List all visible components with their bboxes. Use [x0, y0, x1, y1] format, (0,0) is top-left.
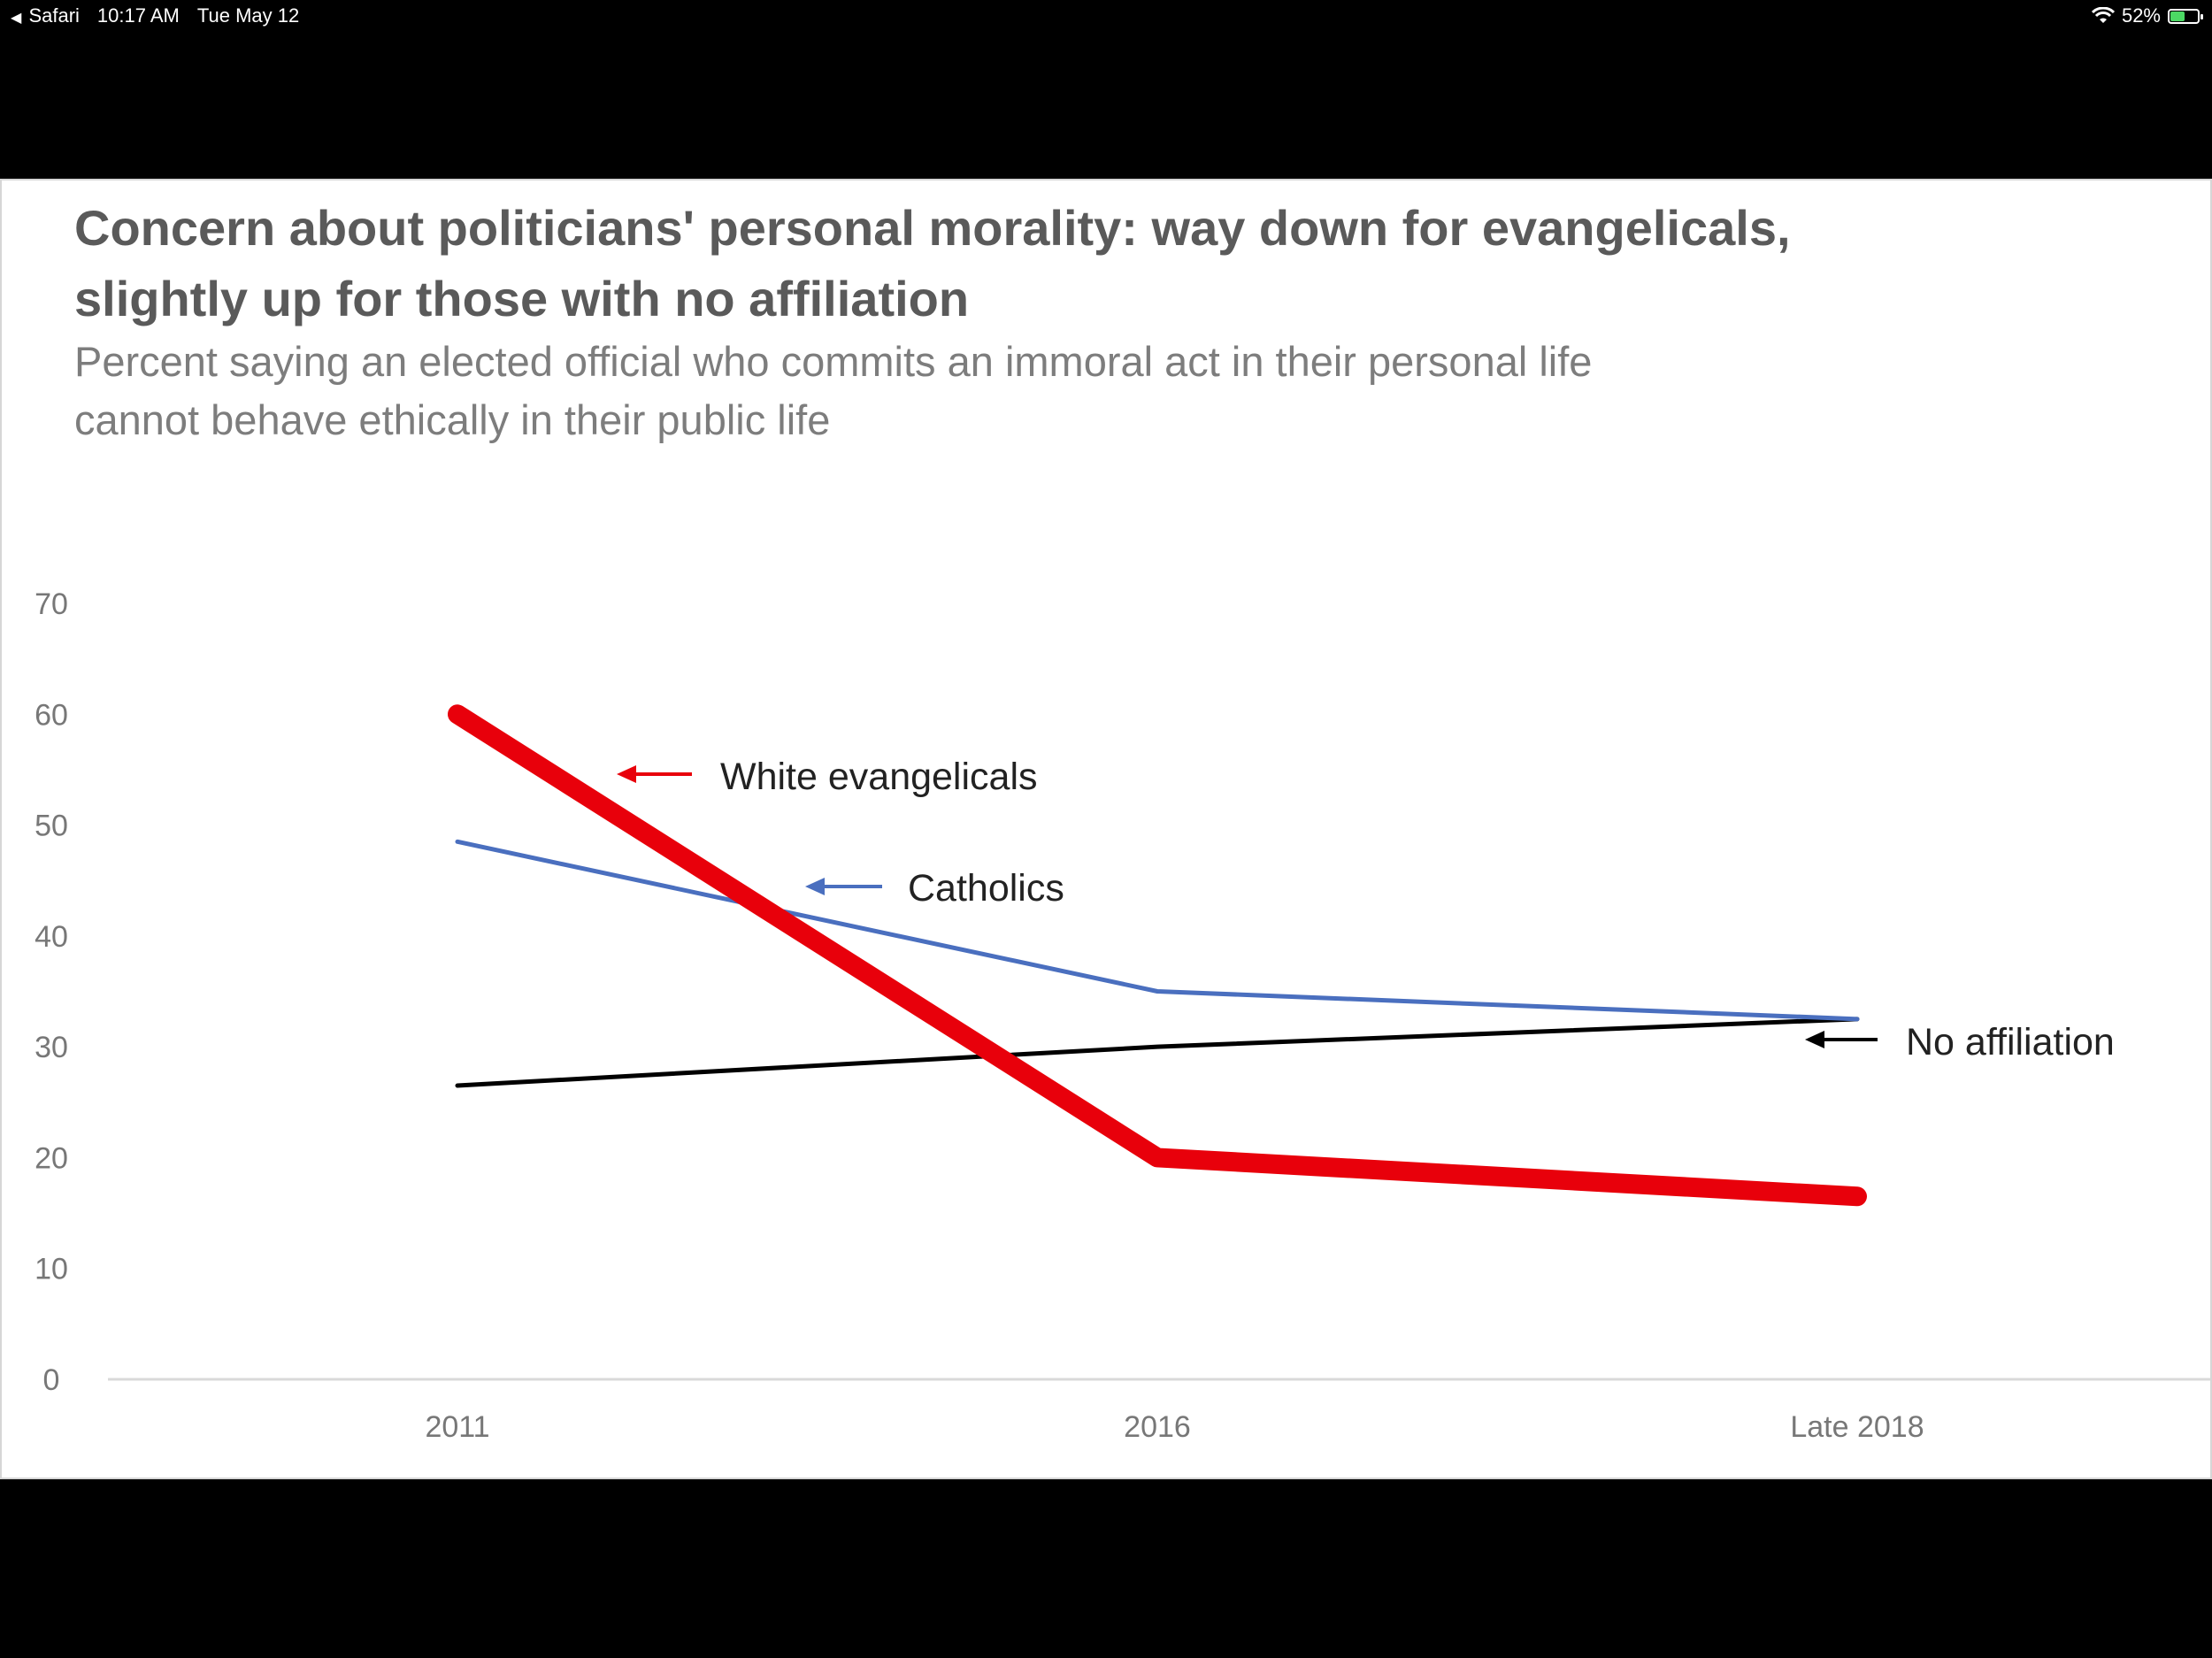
y-tick-label: 30	[35, 1031, 68, 1064]
x-tick-label: 2016	[1124, 1410, 1191, 1444]
y-tick-label: 50	[35, 810, 68, 843]
status-left: ◀ Safari 10:17 AM Tue May 12	[11, 4, 299, 27]
y-tick-label: 10	[35, 1253, 68, 1286]
chart-title-line-1: Concern about politicians' personal mora…	[74, 200, 1791, 256]
chart-card: Concern about politicians' personal mora…	[0, 179, 2212, 1479]
battery-percent: 52%	[2121, 4, 2161, 27]
back-to-app-link[interactable]: ◀ Safari	[11, 4, 80, 27]
status-right: 52%	[2091, 4, 2203, 27]
chart-title: Concern about politicians' personal mora…	[74, 193, 1844, 334]
battery-level-fill	[2170, 11, 2185, 21]
series-line-catholics	[455, 839, 1860, 1022]
arrow-head-icon	[617, 765, 636, 783]
series-line-no-affiliation	[455, 1017, 1860, 1088]
y-tick-label: 20	[35, 1141, 68, 1175]
status-date: Tue May 12	[196, 4, 300, 27]
series-label-no-affiliation: No affiliation	[1906, 1021, 2115, 1063]
arrow-head-icon	[805, 878, 825, 895]
y-tick-label: 40	[35, 920, 68, 954]
y-tick-label: 0	[43, 1363, 60, 1397]
chart-subtitle-line-1: Percent saying an elected official who c…	[74, 338, 1593, 385]
wifi-icon	[2091, 7, 2115, 23]
arrow-head-icon	[1805, 1031, 1824, 1048]
chart-title-line-2: slightly up for those with no affiliatio…	[74, 271, 970, 326]
status-time: 10:17 AM	[96, 4, 180, 27]
status-bar: ◀ Safari 10:17 AM Tue May 12 52%	[0, 0, 2212, 35]
back-app-label: Safari	[28, 4, 80, 27]
x-tick-label: 2011	[425, 1410, 489, 1444]
line-chart: 0 10 20 30 40 50 60 70 2011 2016 Late 2018 White ev…	[35, 587, 2210, 1444]
y-tick-label: 60	[35, 698, 68, 732]
series-line-white-evangelicals	[448, 704, 1867, 1207]
y-tick-label: 70	[35, 587, 68, 621]
back-arrow-icon: ◀	[11, 11, 22, 26]
series-label-catholics: Catholics	[908, 867, 1064, 910]
chart-subtitle-line-2: cannot behave ethically in their public …	[74, 396, 831, 443]
series-label-white-evangelicals: White evangelicals	[720, 756, 1038, 798]
battery-charging-icon	[2168, 8, 2203, 24]
x-tick-label: Late 2018	[1790, 1410, 1924, 1444]
chart-subtitle: Percent saying an elected official who c…	[74, 333, 1844, 449]
